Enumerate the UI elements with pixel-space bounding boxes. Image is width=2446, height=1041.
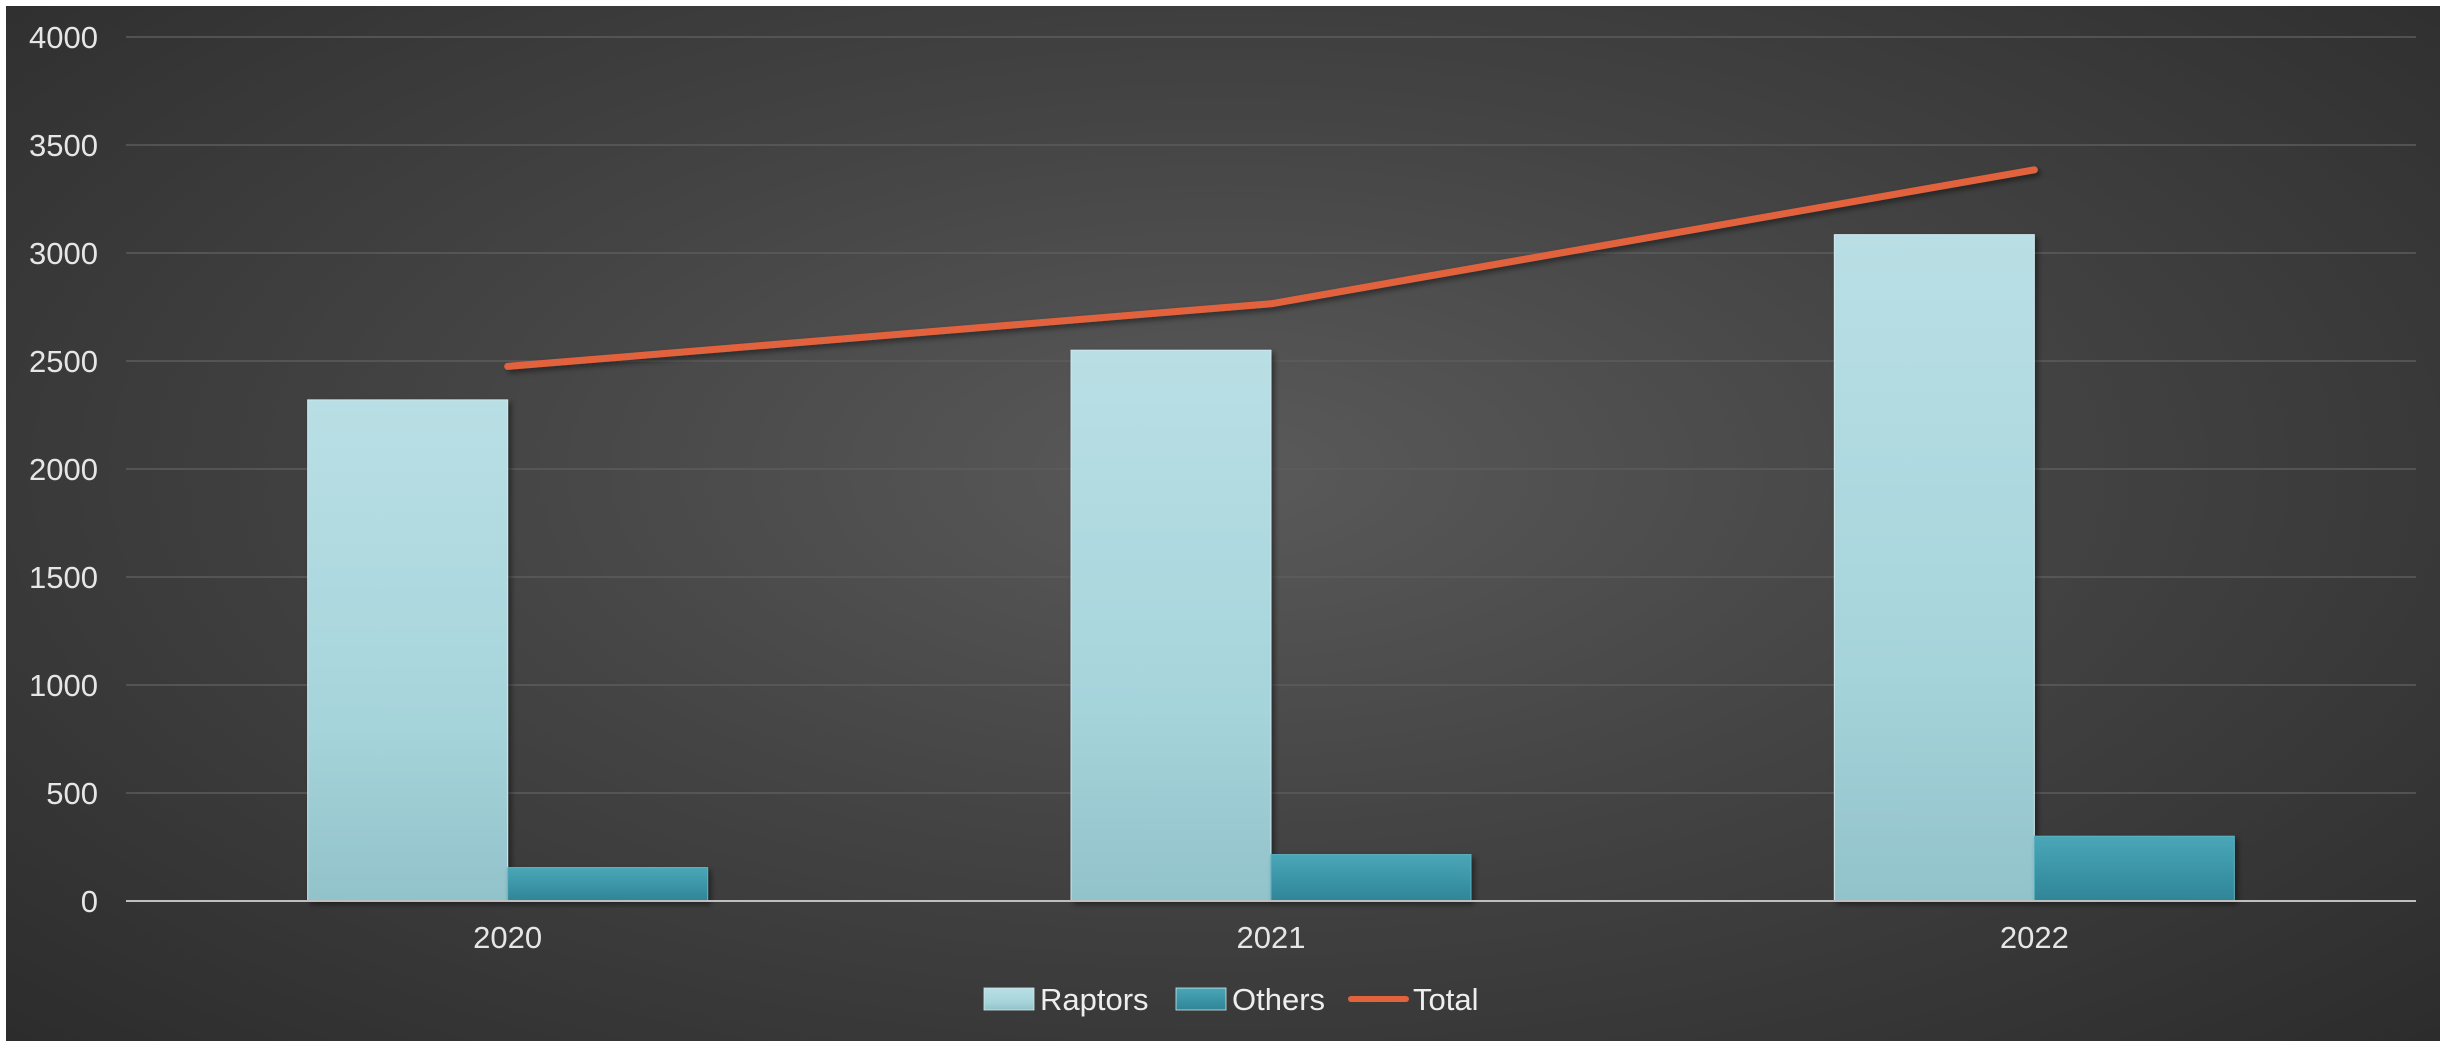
x-tick-label: 2021 [1237,920,1306,955]
bars [308,235,2235,901]
bar-raptors-2020 [308,400,508,901]
bar-raptors-2022 [1834,235,2034,901]
y-tick-label: 3500 [29,128,98,163]
bar-others-2020 [508,868,708,901]
y-tick-label: 4000 [29,20,98,55]
x-tick-label: 2022 [2000,920,2069,955]
total-line-layer [508,170,2035,367]
y-tick-label: 1000 [29,668,98,703]
y-tick-label: 2000 [29,452,98,487]
y-tick-label: 500 [46,776,98,811]
legend-label: Raptors [1040,982,1149,1017]
chart: 0 500 1000 1500 2000 2500 3000 3500 4000 2020 2021… [6,6,2440,1041]
legend-swatch [984,988,1034,1010]
legend-swatch [1176,988,1226,1010]
legend-item-others: Others [1176,982,1325,1017]
legend-item-raptors: Raptors [984,982,1149,1017]
bar-others-2022 [2034,836,2234,901]
legend-item-total: Total [1351,982,1478,1017]
y-tick-label: 0 [81,884,98,919]
series-line-total [508,170,2035,367]
y-tick-label: 2500 [29,344,98,379]
y-tick-label: 3000 [29,236,98,271]
chart-area: 0 500 1000 1500 2000 2500 3000 3500 4000 2020 2021… [6,6,2440,1041]
legend: Raptors Others Total [984,982,1478,1017]
legend-label: Others [1232,982,1325,1017]
x-tick-label: 2020 [473,920,542,955]
y-tick-label: 1500 [29,560,98,595]
bar-others-2021 [1271,855,1471,901]
bar-raptors-2021 [1071,350,1271,901]
legend-label: Total [1413,982,1478,1017]
